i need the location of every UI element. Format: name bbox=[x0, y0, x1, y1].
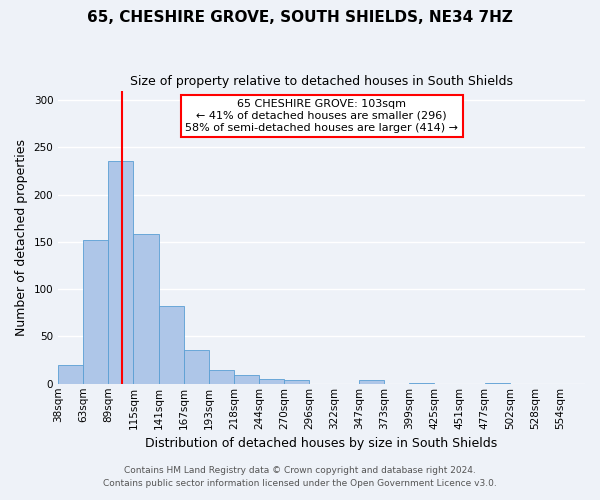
Y-axis label: Number of detached properties: Number of detached properties bbox=[15, 138, 28, 336]
Bar bbox=[485, 383, 510, 384]
Bar bbox=[58, 365, 83, 384]
Bar bbox=[83, 240, 109, 384]
Bar bbox=[184, 350, 209, 384]
X-axis label: Distribution of detached houses by size in South Shields: Distribution of detached houses by size … bbox=[145, 437, 498, 450]
Bar bbox=[284, 380, 309, 384]
Bar bbox=[234, 376, 259, 384]
Bar bbox=[209, 370, 234, 384]
Title: Size of property relative to detached houses in South Shields: Size of property relative to detached ho… bbox=[130, 75, 513, 88]
Bar bbox=[259, 379, 284, 384]
Text: 65, CHESHIRE GROVE, SOUTH SHIELDS, NE34 7HZ: 65, CHESHIRE GROVE, SOUTH SHIELDS, NE34 … bbox=[87, 10, 513, 25]
Bar bbox=[133, 234, 158, 384]
Bar bbox=[109, 160, 133, 384]
Bar bbox=[409, 383, 434, 384]
Bar bbox=[158, 306, 184, 384]
Text: 65 CHESHIRE GROVE: 103sqm
← 41% of detached houses are smaller (296)
58% of semi: 65 CHESHIRE GROVE: 103sqm ← 41% of detac… bbox=[185, 100, 458, 132]
Bar bbox=[359, 380, 385, 384]
Text: Contains HM Land Registry data © Crown copyright and database right 2024.
Contai: Contains HM Land Registry data © Crown c… bbox=[103, 466, 497, 487]
